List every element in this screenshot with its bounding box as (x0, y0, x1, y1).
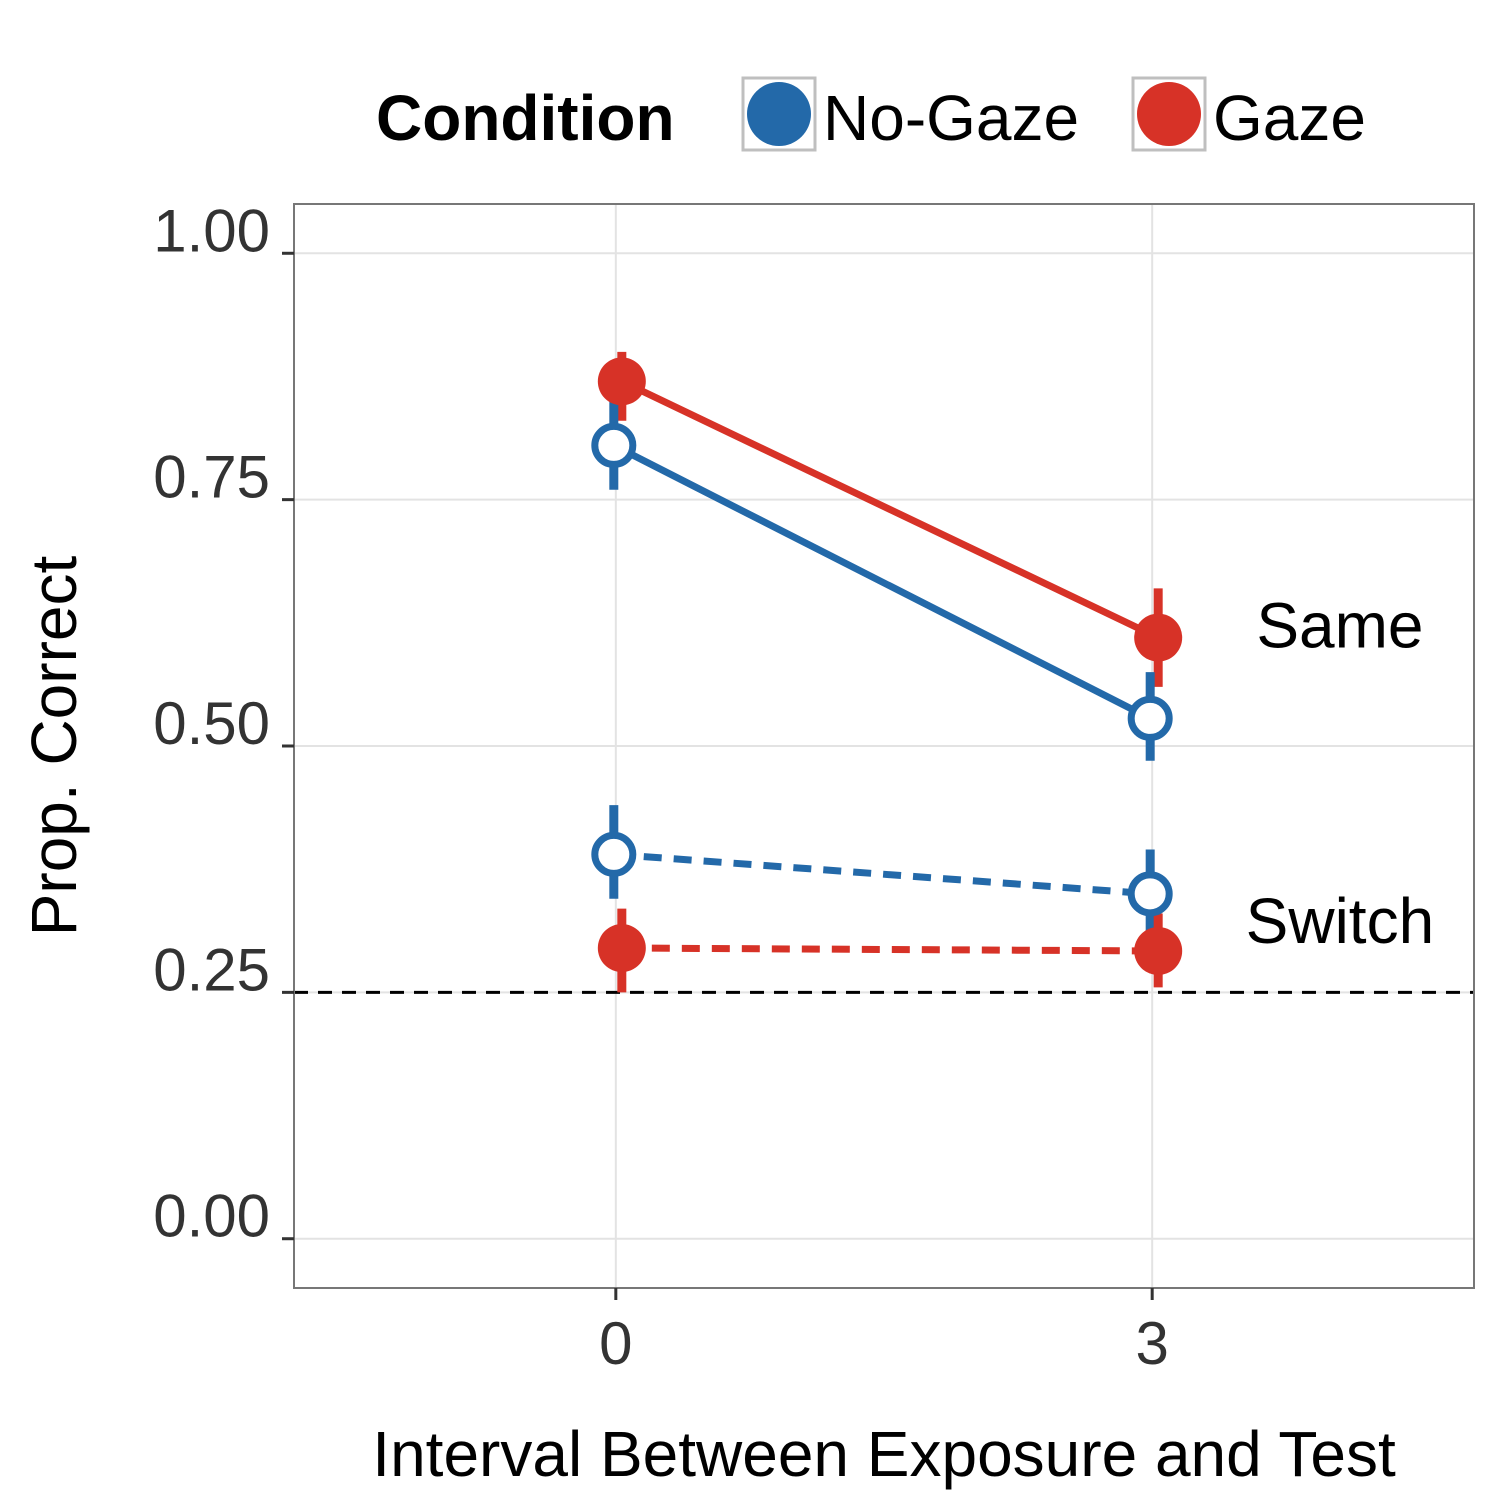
y-tick-label: 0.25 (153, 936, 270, 1003)
y-tick-label: 0.00 (153, 1183, 270, 1250)
data-point-no-gaze-switch (591, 831, 637, 877)
data-point-gaze-same (597, 357, 646, 406)
annotations: Same Switch (1246, 589, 1435, 957)
series-line-gaze-same (620, 378, 1160, 641)
legend-key-gaze (1137, 82, 1201, 146)
y-axis-title: Prop. Correct (18, 556, 90, 937)
y-axis: 0.00 0.25 0.50 0.75 1.00 (153, 197, 294, 1250)
data-point-no-gaze-switch (1127, 871, 1173, 917)
legend-label-gaze: Gaze (1213, 82, 1366, 154)
y-tick-label: 0.75 (153, 444, 270, 511)
annotation-switch: Switch (1246, 885, 1435, 957)
legend-label-no-gaze: No-Gaze (823, 82, 1079, 154)
data-point-gaze-switch (597, 924, 646, 973)
data-point-no-gaze-same (591, 422, 637, 468)
legend-title: Condition (376, 82, 675, 154)
series-group (591, 351, 1183, 993)
x-tick-label: 0 (599, 1310, 632, 1377)
series-line-no-gaze-same (612, 442, 1152, 722)
data-point-gaze-switch (1134, 926, 1183, 975)
x-tick-label: 3 (1135, 1310, 1168, 1377)
annotation-same: Same (1256, 589, 1423, 661)
y-tick-label: 1.00 (153, 197, 270, 264)
data-point-no-gaze-same (1127, 695, 1173, 741)
legend: Condition No-Gaze Gaze (376, 76, 1366, 154)
legend-key-no-gaze (747, 82, 811, 146)
x-axis-title: Interval Between Exposure and Test (372, 1418, 1396, 1490)
y-tick-label: 0.50 (153, 690, 270, 757)
data-point-gaze-same (1134, 613, 1183, 662)
